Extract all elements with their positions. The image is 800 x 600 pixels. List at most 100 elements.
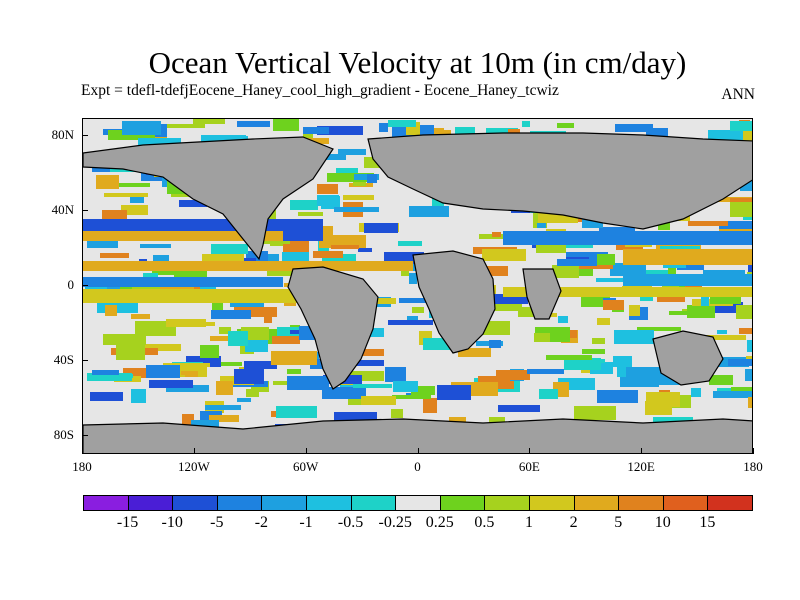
velocity-patch [691, 388, 701, 397]
colorbar-swatch [662, 495, 709, 511]
velocity-patch [179, 200, 207, 207]
velocity-patch [496, 370, 530, 380]
velocity-patch [298, 406, 316, 411]
velocity-patch [246, 389, 259, 397]
velocity-patch [657, 296, 685, 302]
velocity-patch [166, 385, 209, 392]
latitude-label: 80N [51, 127, 74, 142]
velocity-patch [103, 334, 146, 345]
velocity-patch [564, 358, 601, 370]
velocity-patch [527, 369, 564, 374]
velocity-patch [121, 205, 148, 215]
velocity-patch [336, 168, 358, 175]
longitude-label: 60W [293, 459, 319, 474]
colorbar-label: 0.25 [425, 514, 454, 531]
velocity-patch [719, 221, 752, 232]
latitude-label: 80S [53, 427, 74, 442]
velocity-patch [702, 357, 749, 367]
velocity-patch [287, 376, 329, 390]
velocity-patch [399, 298, 434, 303]
velocity-patch [216, 381, 233, 395]
velocity-patch [748, 397, 752, 408]
velocity-patch [303, 127, 329, 134]
velocity-patch [388, 320, 433, 325]
colorbar-swatch [127, 495, 174, 511]
velocity-patch [152, 271, 190, 275]
velocity-patch [109, 183, 150, 187]
velocity-patch [83, 261, 413, 271]
velocity-patch [130, 193, 144, 203]
latitude-tick [82, 210, 88, 211]
colorbar [83, 495, 753, 511]
velocity-patch [597, 254, 615, 265]
velocity-patch [205, 405, 241, 410]
velocity-patch [358, 248, 372, 252]
velocity-patch [160, 283, 194, 293]
velocity-patch [574, 264, 613, 269]
velocity-patch [736, 305, 752, 319]
velocity-patch [522, 121, 530, 127]
velocity-patch [237, 121, 270, 127]
velocity-patch [489, 340, 501, 348]
longitude-label: 180 [743, 459, 763, 474]
velocity-patch [743, 131, 752, 144]
continent-1 [83, 136, 334, 261]
velocity-patch [264, 317, 272, 323]
velocity-patch [96, 175, 119, 189]
velocity-patch [92, 370, 119, 375]
velocity-patch [338, 149, 366, 155]
velocity-patch [234, 307, 277, 317]
velocity-patch [646, 392, 680, 407]
map-plot-area [82, 118, 753, 454]
continent-4 [412, 250, 496, 354]
velocity-patch [393, 381, 418, 392]
velocity-patch [116, 345, 145, 360]
velocity-patch [398, 241, 422, 246]
velocity-patch [552, 265, 579, 278]
velocity-patch [366, 328, 384, 337]
velocity-patch [219, 327, 231, 334]
velocity-patch [186, 356, 221, 367]
velocity-patch [87, 373, 132, 381]
velocity-patch [347, 349, 384, 356]
colorbar-swatch [172, 495, 218, 511]
velocity-patch [518, 307, 537, 317]
velocity-patch [730, 121, 752, 131]
velocity-patch [745, 369, 752, 381]
velocity-patch [244, 361, 277, 369]
velocity-patch [645, 270, 670, 277]
velocity-patch [615, 124, 653, 132]
longitude-label: 180 [72, 459, 92, 474]
velocity-patch [487, 303, 522, 311]
velocity-patch [83, 289, 303, 303]
colorbar-swatch [484, 495, 530, 511]
colorbar-label: -5 [210, 514, 224, 531]
velocity-patch [597, 318, 610, 325]
velocity-patch [83, 231, 283, 241]
longitude-label: 120E [627, 459, 655, 474]
velocity-patch [411, 386, 435, 395]
colorbar-swatch [216, 495, 263, 511]
velocity-patch [272, 336, 300, 344]
velocity-patch [614, 330, 654, 344]
longitude-label: 60E [518, 459, 540, 474]
velocity-patch [181, 371, 196, 375]
velocity-patch [143, 273, 158, 278]
velocity-patch [140, 244, 171, 248]
colorbar-swatch [573, 495, 620, 511]
velocity-patch [485, 266, 508, 276]
colorbar-label: 1 [525, 514, 533, 531]
velocity-patch [237, 398, 251, 402]
velocity-patch [557, 259, 597, 266]
continent-5 [522, 268, 562, 320]
velocity-patch [245, 337, 268, 352]
velocity-patch [412, 307, 424, 313]
velocity-patch [348, 397, 363, 405]
velocity-patch [153, 255, 169, 263]
colorbar-label: 2 [569, 514, 578, 531]
latitude-label: 0 [67, 277, 75, 292]
velocity-patch [592, 338, 605, 344]
velocity-patch [409, 273, 417, 284]
velocity-patch [228, 331, 248, 346]
velocity-patch [221, 362, 242, 366]
